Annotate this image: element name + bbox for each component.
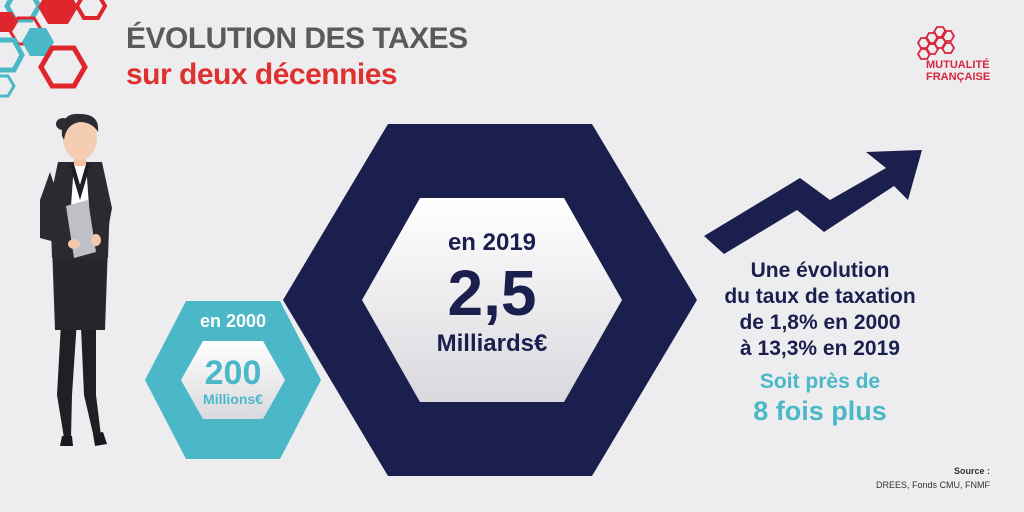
evolution-line-3: de 1,8% en 2000 [739, 311, 901, 334]
logo-line-1: MUTUALITÉ [926, 59, 990, 71]
year-2000-label: en 2000 [199, 311, 267, 331]
businesswoman-illustration [40, 113, 112, 446]
evolution-line-4: à 13,3% en 2019 [740, 337, 900, 360]
brand-logo-text: MUTUALITÉ FRANÇAISE [926, 59, 990, 83]
hexagon-cluster-decoration [0, 0, 108, 98]
page-subtitle: sur deux décennies [126, 58, 398, 91]
highlight-line-1: Soit près de [759, 370, 881, 393]
hexagon-logo-icon [916, 26, 956, 60]
source-title: Source : [953, 466, 990, 476]
year-2000-value: 200 [204, 354, 262, 392]
highlight-line-2: 8 fois plus [753, 396, 887, 426]
hexagon-2000 [145, 301, 321, 459]
hexagon-2019 [283, 124, 697, 476]
up-arrow-zigzag-icon [704, 150, 922, 254]
year-2019-label: en 2019 [447, 229, 537, 256]
page-title: ÉVOLUTION DES TAXES [126, 22, 468, 55]
year-2019-unit: Milliards€ [436, 330, 548, 357]
year-2019-value: 2,5 [447, 257, 537, 329]
evolution-line-1: Une évolution [750, 259, 890, 282]
year-2000-unit: Millions€ [203, 391, 263, 407]
evolution-line-2: du taux de taxation [724, 285, 916, 308]
logo-line-2: FRANÇAISE [926, 71, 991, 83]
source-value: DREES, Fonds CMU, FNMF [875, 480, 990, 490]
evolution-text: Une évolution du taux de taxation de 1,8… [700, 258, 940, 362]
